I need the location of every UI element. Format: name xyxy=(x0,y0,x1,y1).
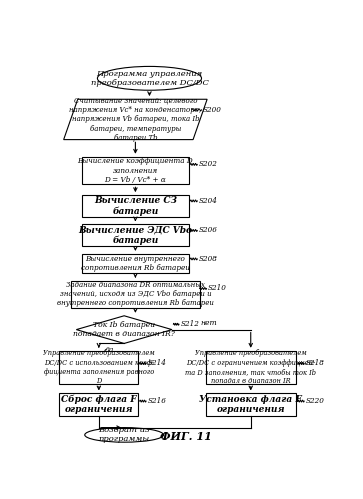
Text: Возврат из
программы: Возврат из программы xyxy=(98,426,150,444)
Text: Управление преобразователем
DC/DC с использованием коэф-
фициента заполнения рав: Управление преобразователем DC/DC с испо… xyxy=(43,349,155,385)
Bar xyxy=(206,393,296,416)
Bar xyxy=(71,281,200,308)
Text: Вычисление ЭДС Vbo
батареи: Вычисление ЭДС Vbo батареи xyxy=(78,225,192,245)
Bar xyxy=(60,393,138,416)
Polygon shape xyxy=(64,99,207,140)
Text: Управление преобразователем
DC/DC с ограничением коэффициен-
та D заполнения, та: Управление преобразователем DC/DC с огра… xyxy=(185,349,316,385)
Text: Вычисление внутреннего
сопротивления Rb батареи: Вычисление внутреннего сопротивления Rb … xyxy=(81,255,190,272)
Text: S206: S206 xyxy=(199,227,217,235)
Text: Считывание значений: целевого
напряжения Vc* на конденсаторе,
напряжения Vb бата: Считывание значений: целевого напряжения… xyxy=(69,97,201,142)
Text: Сброс флага F
ограничения: Сброс флага F ограничения xyxy=(61,395,136,415)
Text: S202: S202 xyxy=(199,160,217,168)
Text: ФИГ. 11: ФИГ. 11 xyxy=(160,431,212,442)
Text: S200: S200 xyxy=(203,106,222,114)
Text: Программа управления
преобразователем DC/DC: Программа управления преобразователем DC… xyxy=(90,70,208,87)
Text: S208: S208 xyxy=(199,255,217,263)
Ellipse shape xyxy=(97,66,201,90)
Bar xyxy=(82,195,189,217)
Text: нет: нет xyxy=(200,319,217,327)
Polygon shape xyxy=(76,316,172,343)
Bar xyxy=(206,351,296,384)
Text: Ток Ib батареи
попадает в диапазон IR?: Ток Ib батареи попадает в диапазон IR? xyxy=(73,321,175,338)
Text: S204: S204 xyxy=(199,197,217,205)
Text: S218: S218 xyxy=(306,359,325,367)
Text: S214: S214 xyxy=(147,359,166,367)
Text: S216: S216 xyxy=(147,397,166,405)
Ellipse shape xyxy=(85,428,163,442)
Text: Установка флага F
ограничения: Установка флага F ограничения xyxy=(199,395,302,414)
Text: Вычисление коэффициента D
заполнения
D = Vb / Vc* + α: Вычисление коэффициента D заполнения D =… xyxy=(78,157,193,184)
Bar xyxy=(82,157,189,184)
Text: да: да xyxy=(105,346,114,354)
Text: S212: S212 xyxy=(180,320,199,328)
Text: S220: S220 xyxy=(306,397,325,405)
Bar xyxy=(60,351,138,384)
Text: Вычисление СЗ
батареи: Вычисление СЗ батареи xyxy=(94,196,177,216)
Text: S210: S210 xyxy=(208,284,227,292)
Text: Задание диапазона DR оптимальных
значений, исходя из ЭДС Vbo батареи и
внутренне: Задание диапазона DR оптимальных значени… xyxy=(57,281,214,307)
Bar xyxy=(82,254,189,273)
Bar xyxy=(82,225,189,246)
